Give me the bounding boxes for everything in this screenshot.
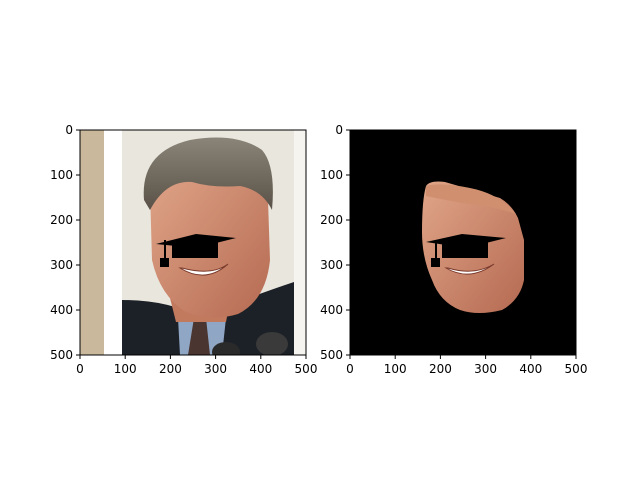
y-tick-label-masked: 200 [320, 213, 343, 227]
axes-frame-original [79, 129, 307, 356]
x-tick-label-masked: 100 [384, 362, 407, 376]
x-tick-label-original: 400 [249, 362, 272, 376]
x-tick-label-original: 300 [204, 362, 227, 376]
x-tick-label-masked: 300 [474, 362, 497, 376]
axes-frame-masked [349, 129, 577, 356]
x-tick-label-masked: 200 [429, 362, 452, 376]
x-tick-label-original: 0 [76, 362, 84, 376]
x-tick-label-original: 100 [114, 362, 137, 376]
y-tick-label-masked: 400 [320, 303, 343, 317]
y-tick-label-original: 400 [50, 303, 73, 317]
x-tick-label-masked: 0 [346, 362, 354, 376]
y-tick-label-original: 0 [65, 123, 73, 137]
x-tick-label-masked: 500 [565, 362, 588, 376]
y-tick-label-masked: 300 [320, 258, 343, 272]
x-tick-label-original: 200 [159, 362, 182, 376]
y-tick-label-original: 100 [50, 168, 73, 182]
photo-masked [350, 130, 576, 355]
y-tick-label-original: 200 [50, 213, 73, 227]
y-tick-label-masked: 0 [335, 123, 343, 137]
photo-original [80, 130, 306, 355]
x-tick-label-original: 500 [295, 362, 318, 376]
y-tick-label-original: 300 [50, 258, 73, 272]
y-tick-label-masked: 100 [320, 168, 343, 182]
x-tick-label-masked: 400 [519, 362, 542, 376]
y-tick-label-masked: 500 [320, 348, 343, 362]
y-tick-label-original: 500 [50, 348, 73, 362]
